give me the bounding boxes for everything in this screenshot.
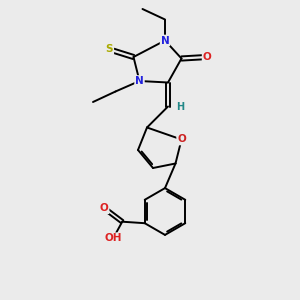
Text: O: O [100, 203, 109, 213]
Text: O: O [202, 52, 211, 62]
Text: S: S [106, 44, 113, 55]
Text: H: H [176, 101, 184, 112]
Text: O: O [177, 134, 186, 145]
Text: N: N [160, 35, 169, 46]
Text: OH: OH [104, 233, 122, 243]
Text: N: N [135, 76, 144, 86]
